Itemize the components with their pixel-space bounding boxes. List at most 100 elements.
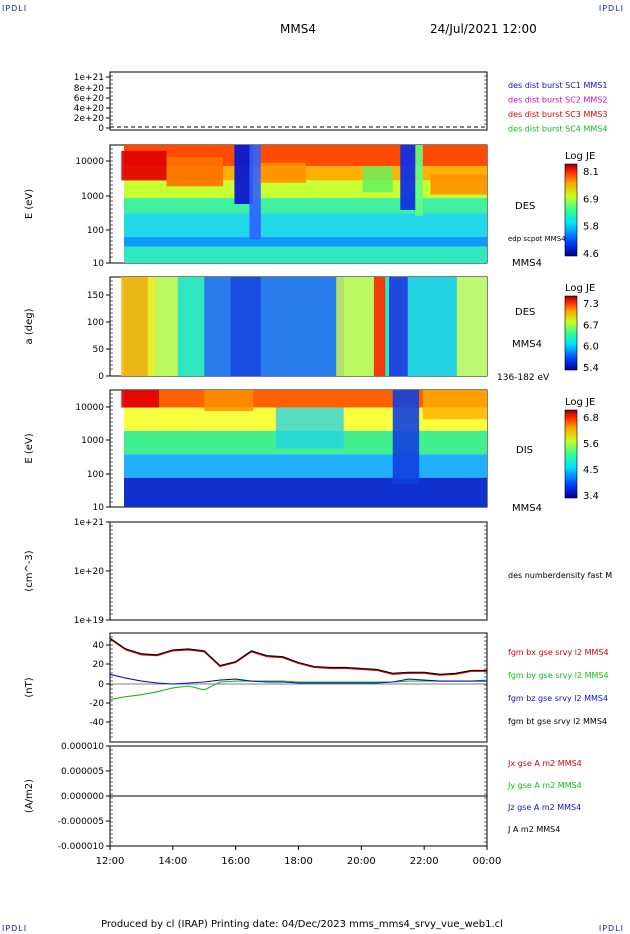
panel-6-series-line-2 [109,679,488,701]
x-axis-tick-label: 20:00 [347,856,376,867]
panel-3-y-axis-label: a (deg) [24,308,35,344]
panel-4-tick-label: 1000 [81,436,104,446]
panel-3-tick-label: 0 [98,372,104,382]
panel-1-legend-entry: des dist burst SC2 MMS2 [508,96,607,105]
panel-3-spectrogram-stripe [204,277,344,376]
x-axis-tick-label: 00:00 [473,856,502,867]
panel-2-tick-label: 10 [93,259,105,269]
panel-3-spectrogram-stripe [407,277,457,376]
panel-1-legend-entry: des dist burst SC4 MMS4 [508,125,607,134]
panel-2-spectrogram-band [124,213,487,238]
panel-4-colorbar-tick: 6.8 [583,413,599,424]
panel-6-tick-label: 0 [98,680,104,690]
panel-3-colorbar [564,295,578,371]
panel-5-y-axis-label: (cm^-3) [24,550,35,591]
panel-6-legend-entry: fgm bt gse srvy l2 MMS4 [508,717,607,726]
panel-2-spectrogram-stripe [166,156,224,187]
panel-4-colorbar-tick: 4.5 [583,465,599,476]
panel-7-legend-entry: Jz gse A m2 MMS4 [507,803,581,812]
panel-7-y-axis-label: (A/m2) [24,779,35,813]
panel-3-spectrogram-stripe [147,277,178,376]
panel-3-side-label: 136-182 eV [497,373,550,383]
panel-1-tick-label: 8e+20 [74,84,105,94]
panel-6-legend-entry: fgm bx gse srvy l2 MMS4 [508,648,609,657]
panel-3-spectrogram-stripe [230,277,261,376]
panel-2-side-label: edp scpot MMS4 [508,235,566,243]
panel-4-colorbar-tick: 3.4 [583,491,599,502]
panel-2-spectrogram-stripe [362,166,393,193]
spacecraft-title: MMS4 [280,22,316,36]
panel-1-tick-label: 0 [98,124,104,134]
panel-2-spectrogram-stripe [400,145,416,210]
panel-4-colorbar-tick: 5.6 [583,439,599,450]
panel-6-series-line-3 [109,673,487,685]
corner-mark-top-right: IPDLI [598,4,624,13]
panel-2-spectrogram-band [124,237,487,247]
panel-2-side-label: MMS4 [512,258,542,269]
panel-2-spectrogram-stripe [260,162,307,183]
x-axis-tick-label: 18:00 [284,856,313,867]
panel-7-legend-entry: Jx gse A m2 MMS4 [507,759,582,768]
panel-7-tick-label: 0.000010 [61,742,104,752]
panel-4-spectrogram-stripe [121,390,160,408]
panel-6-tick-label: 20 [93,660,105,670]
panel-7-legend-entry: J A m2 MMS4 [507,825,560,834]
date-time-label: 24/Jul/2021 12:00 [430,22,537,36]
panel-7-tick-label: -0.000010 [58,842,104,852]
panel-2-spectrogram-stripe [234,145,254,204]
panel-4-spectrogram-stripe [422,390,487,420]
panel-6-tick-label: -20 [89,699,104,709]
panel-2-colorbar-tick: 4.6 [583,249,599,260]
panel-4-tick-label: 10 [93,503,105,513]
panel-5-legend-entry: des numberdensity fast M [508,571,612,580]
panel-4-side-label: MMS4 [512,503,542,514]
panel-3-colorbar-tick: 5.4 [583,363,599,374]
panel-7-tick-label: 0.000005 [61,767,104,777]
panel-6-tick-label: 40 [93,641,105,651]
panel-2-tick-label: 1000 [81,192,104,202]
panel-4-tick-label: 100 [87,470,104,480]
panel-4-spectrogram-stripe [275,407,344,449]
panel-3-colorbar-tick: 7.3 [583,299,599,310]
panel-4-y-axis-label: E (eV) [24,433,35,463]
panel-3-colorbar-tick: 6.7 [583,320,599,331]
panel-3-spectrogram-stripe [373,277,386,376]
x-axis-tick-label: 22:00 [410,856,439,867]
panel-2-spectrogram-stripe [430,174,487,195]
panel-2-y-axis-label: E (eV) [24,189,35,219]
panel-5-tick-label: 1e+19 [74,616,105,626]
panel-7-tick-label: -0.000005 [58,817,104,827]
panel-3-spectrogram-stripe [336,277,374,376]
panel-1-frame [109,71,488,131]
corner-mark-bottom-right: IPDLI [598,924,624,933]
panel-2-spectrogram-stripe [121,150,167,181]
panel-2-colorbar-tick: 5.8 [583,222,599,233]
corner-mark-top-left: IPDLI [2,4,28,13]
panel-1-tick-label: 1e+21 [74,73,104,83]
panel-2-spectrogram-band [124,198,487,214]
panel-2-colorbar [564,163,578,257]
panel-4-spectrogram-band [124,477,487,507]
panel-7-tick-label: 0.000000 [61,792,104,802]
panel-1-tick-label: 6e+20 [74,94,105,104]
panel-3-spectrogram-stripe [388,277,408,376]
panel-2-colorbar-title: Log JE [565,151,595,162]
panel-1-legend-entry: des dist burst SC3 MMS3 [508,110,607,119]
panel-3-side-label: MMS4 [512,339,542,350]
x-axis-tick-label: 14:00 [158,856,187,867]
panel-3-spectrogram-stripe [456,277,487,376]
panel-1-tick-label: 4e+20 [74,104,105,114]
panel-4-spectrogram-stripe [204,390,254,412]
panel-6-y-axis-label: (nT) [24,677,35,697]
footer-credits: Produced by cl (IRAP) Printing date: 04/… [101,919,503,930]
panel-4-tick-label: 10000 [75,403,104,413]
panel-3-side-label: DES [515,307,535,318]
panel-4-spectrogram-band [124,454,487,478]
panel-2-colorbar-tick: 8.1 [583,167,599,178]
panel-6-legend-entry: fgm bz gse srvy l2 MMS4 [508,694,608,703]
panel-3-tick-label: 100 [87,318,104,328]
panel-7-legend-entry: Jy gse A m2 MMS4 [507,781,582,790]
panel-2-side-label: DES [515,201,535,212]
panel-6-series-line-1 [109,638,487,676]
